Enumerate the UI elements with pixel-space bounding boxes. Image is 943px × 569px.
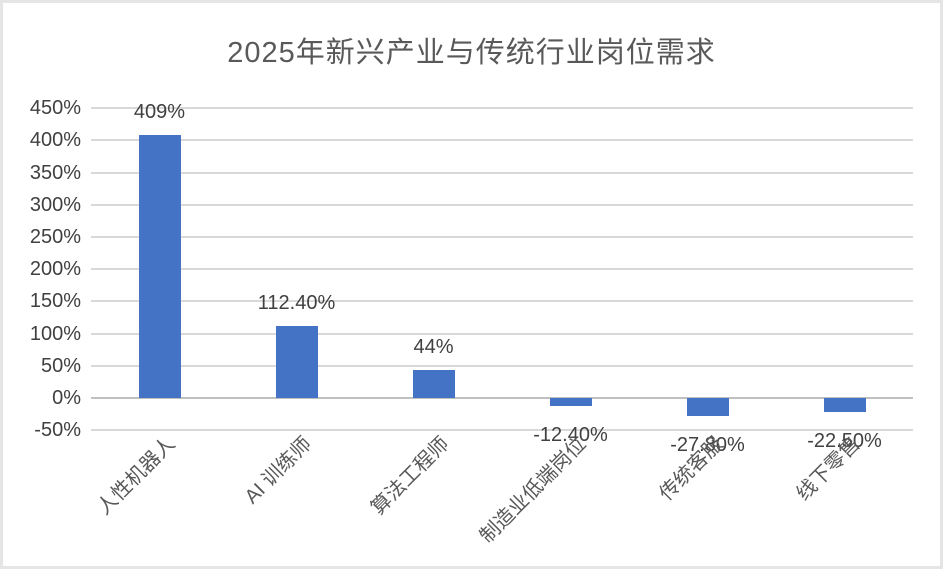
x-axis-category-label: 人性机器人 [92,433,180,520]
gridline [91,364,913,367]
gridline [91,300,913,303]
y-axis-tick-label: 250% [29,226,81,248]
bar-1 [138,134,181,398]
gridline [91,268,913,271]
gridline [91,139,913,142]
gridline [91,107,913,110]
data-label-6: -22.50% [807,430,882,453]
y-axis-tick-label: 300% [29,193,81,216]
data-label-2: 112.40% [257,291,336,314]
y-axis-tick-label: 150% [29,290,81,313]
gridline [91,171,913,174]
bar-2 [275,325,318,398]
gridline-layer: 450% 400% 350% 300% 250% 200% 150% 100% 50% 0% -50… [3,3,940,566]
bar-series-layer [3,3,940,566]
y-axis-tick-label: 450% [29,97,81,120]
bar-3 [412,369,455,398]
y-axis-tick-label: -50% [34,419,81,442]
gridline [91,332,913,335]
chart-title: 2025年新兴产业与传统行业岗位需求 [227,37,716,69]
bar-5 [686,398,729,416]
bar-4 [549,398,592,406]
zero-axis-line [91,397,913,399]
label-layer: 409% 人性机器人 112.40% AI 训练师 44% 算法工程师 -12.40% 制造业… [3,3,940,566]
y-axis-tick-label: 350% [29,161,81,184]
data-label-3: 44% [413,335,454,358]
x-axis-category-label: 制造业低端岗位 [475,433,591,548]
x-axis-category-label: 算法工程师 [366,433,454,520]
y-axis-tick-label: 50% [40,354,81,377]
y-axis-tick-label: 0% [52,387,81,409]
bar-6 [823,398,866,413]
y-axis-tick-label: 400% [29,129,81,152]
data-label-4: -12.40% [533,423,608,446]
x-axis-category-label: AI 训练师 [240,433,317,509]
data-label-5: -27.80% [670,433,745,456]
gridline [91,203,913,206]
gridline [91,236,913,238]
y-axis-tick-label: 200% [29,258,81,281]
data-label-1: 409% [133,100,186,123]
y-axis-tick-label: 100% [29,322,81,345]
gridline [91,429,913,432]
